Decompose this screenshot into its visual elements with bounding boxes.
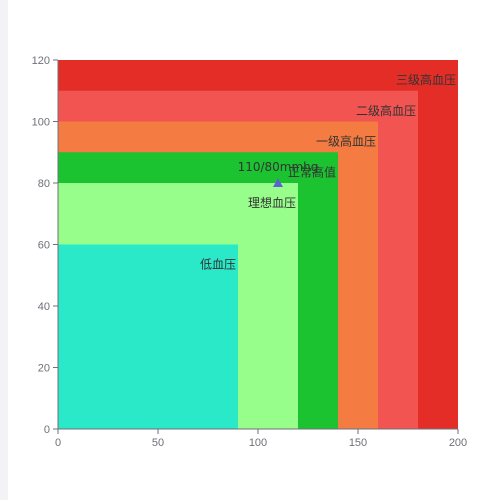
zone-label-2: 一级高血压 xyxy=(316,134,376,149)
y-tick-label-0: 0 xyxy=(44,424,50,436)
y-tick-label-3: 60 xyxy=(38,240,50,252)
left-edge-strip xyxy=(0,0,8,500)
x-tick-label-4: 200 xyxy=(449,437,467,449)
zone-5 xyxy=(58,244,238,429)
y-tick-label-4: 80 xyxy=(38,178,50,190)
zone-label-0: 三级高血压 xyxy=(396,72,456,87)
zone-label-4: 理想血压 xyxy=(248,195,296,210)
zone-label-3: 正常高值 xyxy=(288,164,336,179)
point-label-0: 110/80mmhg xyxy=(238,160,319,174)
y-tick-label-5: 100 xyxy=(32,117,50,129)
x-tick-label-2: 100 xyxy=(249,437,267,449)
x-tick-label-3: 150 xyxy=(349,437,367,449)
axes-layer: 0 50 100 150 200 0 20 40 60 80 100 120 xyxy=(32,55,468,449)
y-tick-label-1: 20 xyxy=(38,363,50,375)
zone-label-5: 低血压 xyxy=(200,258,236,272)
x-tick-label-0: 0 xyxy=(55,437,61,449)
y-tick-label-2: 40 xyxy=(38,301,50,313)
zones-layer xyxy=(58,60,458,429)
zone-label-1: 二级高血压 xyxy=(356,103,416,118)
y-tick-label-6: 120 xyxy=(32,55,50,67)
points-layer: 110/80mmhg xyxy=(238,160,319,187)
point-marker-0[interactable] xyxy=(273,178,283,187)
x-tick-label-1: 50 xyxy=(152,437,164,449)
